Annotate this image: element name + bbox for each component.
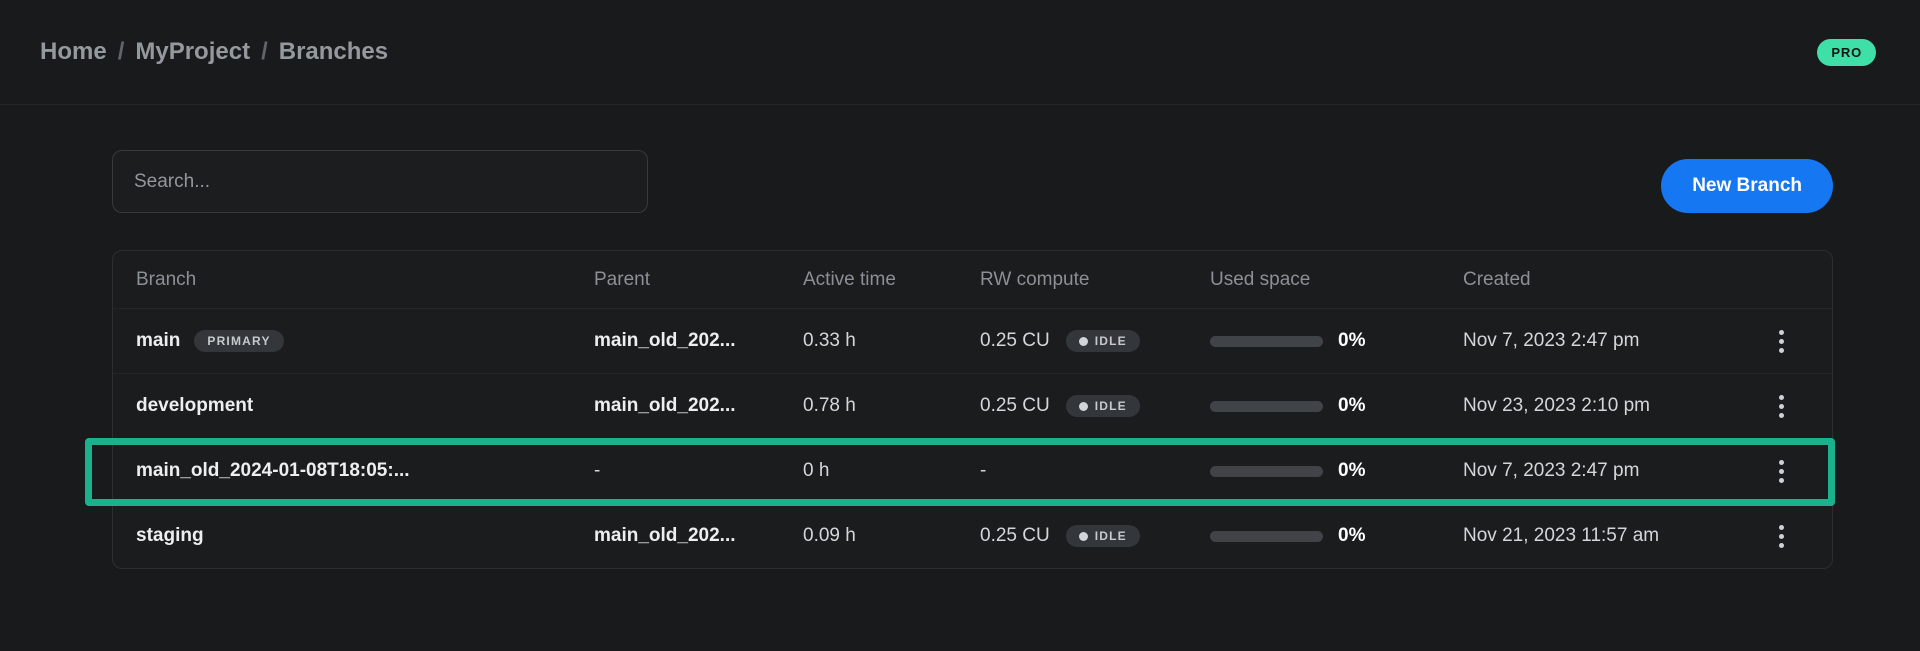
idle-label: IDLE (1094, 334, 1127, 348)
idle-status-badge: IDLE (1065, 330, 1140, 352)
actions-cell (1744, 389, 1832, 424)
idle-status-badge: IDLE (1065, 525, 1140, 547)
column-header-used-space: Used space (1210, 268, 1311, 290)
idle-label: IDLE (1094, 399, 1127, 413)
primary-badge: PRIMARY (194, 330, 284, 352)
used-space-cell: 0% (1210, 330, 1463, 352)
table-row[interactable]: staging main_old_202... 0.09 h 0.25 CU I… (113, 503, 1832, 568)
parent-cell: main_old_202... (594, 525, 736, 546)
used-space-percent: 0% (1338, 330, 1366, 351)
breadcrumb-branches: Branches (278, 38, 389, 65)
used-space-cell: 0% (1210, 395, 1463, 417)
breadcrumb: Home / MyProject / Branches (40, 38, 388, 66)
breadcrumb-separator: / (261, 38, 268, 65)
top-bar: Home / MyProject / Branches PRO (0, 0, 1920, 105)
table-row[interactable]: main PRIMARY main_old_202... 0.33 h 0.25… (113, 308, 1832, 373)
branch-name: development (136, 395, 254, 416)
used-space-percent: 0% (1338, 395, 1366, 416)
actions-cell (1744, 519, 1832, 554)
column-header-created: Created (1463, 268, 1531, 290)
compute-size: 0.25 CU (980, 395, 1050, 416)
used-space-bar (1210, 465, 1323, 477)
status-dot-icon (1078, 336, 1088, 346)
breadcrumb-home[interactable]: Home (40, 38, 107, 65)
column-header-branch: Branch (136, 268, 197, 290)
search-input[interactable] (112, 150, 648, 213)
rw-compute-cell: 0.25 CU IDLE (980, 395, 1210, 417)
table-row[interactable]: development main_old_202... 0.78 h 0.25 … (113, 373, 1832, 438)
actions-cell (1744, 454, 1832, 489)
kebab-menu-icon[interactable] (1773, 454, 1790, 489)
column-header-active-time: Active time (803, 268, 896, 290)
active-time-cell: 0 h (803, 460, 830, 481)
parent-cell: - (594, 460, 601, 481)
status-dot-icon (1078, 401, 1088, 411)
created-cell: Nov 7, 2023 2:47 pm (1463, 330, 1640, 351)
plan-badge: PRO (1817, 38, 1876, 66)
table-row-highlighted[interactable]: main_old_2024-01-08T18:05:... - 0 h - 0%… (113, 438, 1832, 503)
branch-name: main_old_2024-01-08T18:05:... (136, 460, 410, 481)
branch-cell: main_old_2024-01-08T18:05:... (136, 460, 594, 482)
actions-cell (1744, 324, 1832, 359)
kebab-menu-icon[interactable] (1773, 389, 1790, 424)
used-space-bar (1210, 400, 1323, 412)
rw-compute-cell: - (980, 460, 987, 481)
used-space-cell: 0% (1210, 460, 1463, 482)
branch-cell: staging (136, 525, 594, 547)
status-dot-icon (1078, 531, 1088, 541)
active-time-cell: 0.33 h (803, 330, 856, 351)
created-cell: Nov 7, 2023 2:47 pm (1463, 460, 1640, 481)
created-cell: Nov 21, 2023 11:57 am (1463, 525, 1660, 546)
used-space-percent: 0% (1338, 525, 1366, 546)
branch-name: main (136, 330, 181, 351)
active-time-cell: 0.78 h (803, 395, 856, 416)
branch-cell: main PRIMARY (136, 330, 594, 352)
used-space-bar (1210, 530, 1323, 542)
column-header-parent: Parent (594, 268, 650, 290)
created-cell: Nov 23, 2023 2:10 pm (1463, 395, 1650, 416)
breadcrumb-project[interactable]: MyProject (135, 38, 251, 65)
kebab-menu-icon[interactable] (1773, 324, 1790, 359)
idle-status-badge: IDLE (1065, 395, 1140, 417)
breadcrumb-separator: / (117, 38, 125, 65)
compute-size: 0.25 CU (980, 330, 1050, 351)
kebab-menu-icon[interactable] (1773, 519, 1790, 554)
column-header-rw-compute: RW compute (980, 268, 1090, 290)
used-space-cell: 0% (1210, 525, 1463, 547)
compute-size: 0.25 CU (980, 525, 1050, 546)
parent-cell: main_old_202... (594, 330, 736, 351)
idle-label: IDLE (1094, 529, 1127, 543)
parent-cell: main_old_202... (594, 395, 736, 416)
branch-name: staging (136, 525, 204, 546)
branch-cell: development (136, 395, 594, 417)
used-space-percent: 0% (1338, 460, 1366, 481)
rw-compute-cell: 0.25 CU IDLE (980, 330, 1210, 352)
used-space-bar (1210, 335, 1323, 347)
table-header-row: Branch Parent Active time RW compute Use… (113, 251, 1832, 308)
new-branch-button[interactable]: New Branch (1661, 159, 1833, 213)
rw-compute-cell: 0.25 CU IDLE (980, 525, 1210, 547)
branches-table: Branch Parent Active time RW compute Use… (112, 250, 1833, 569)
active-time-cell: 0.09 h (803, 525, 856, 546)
